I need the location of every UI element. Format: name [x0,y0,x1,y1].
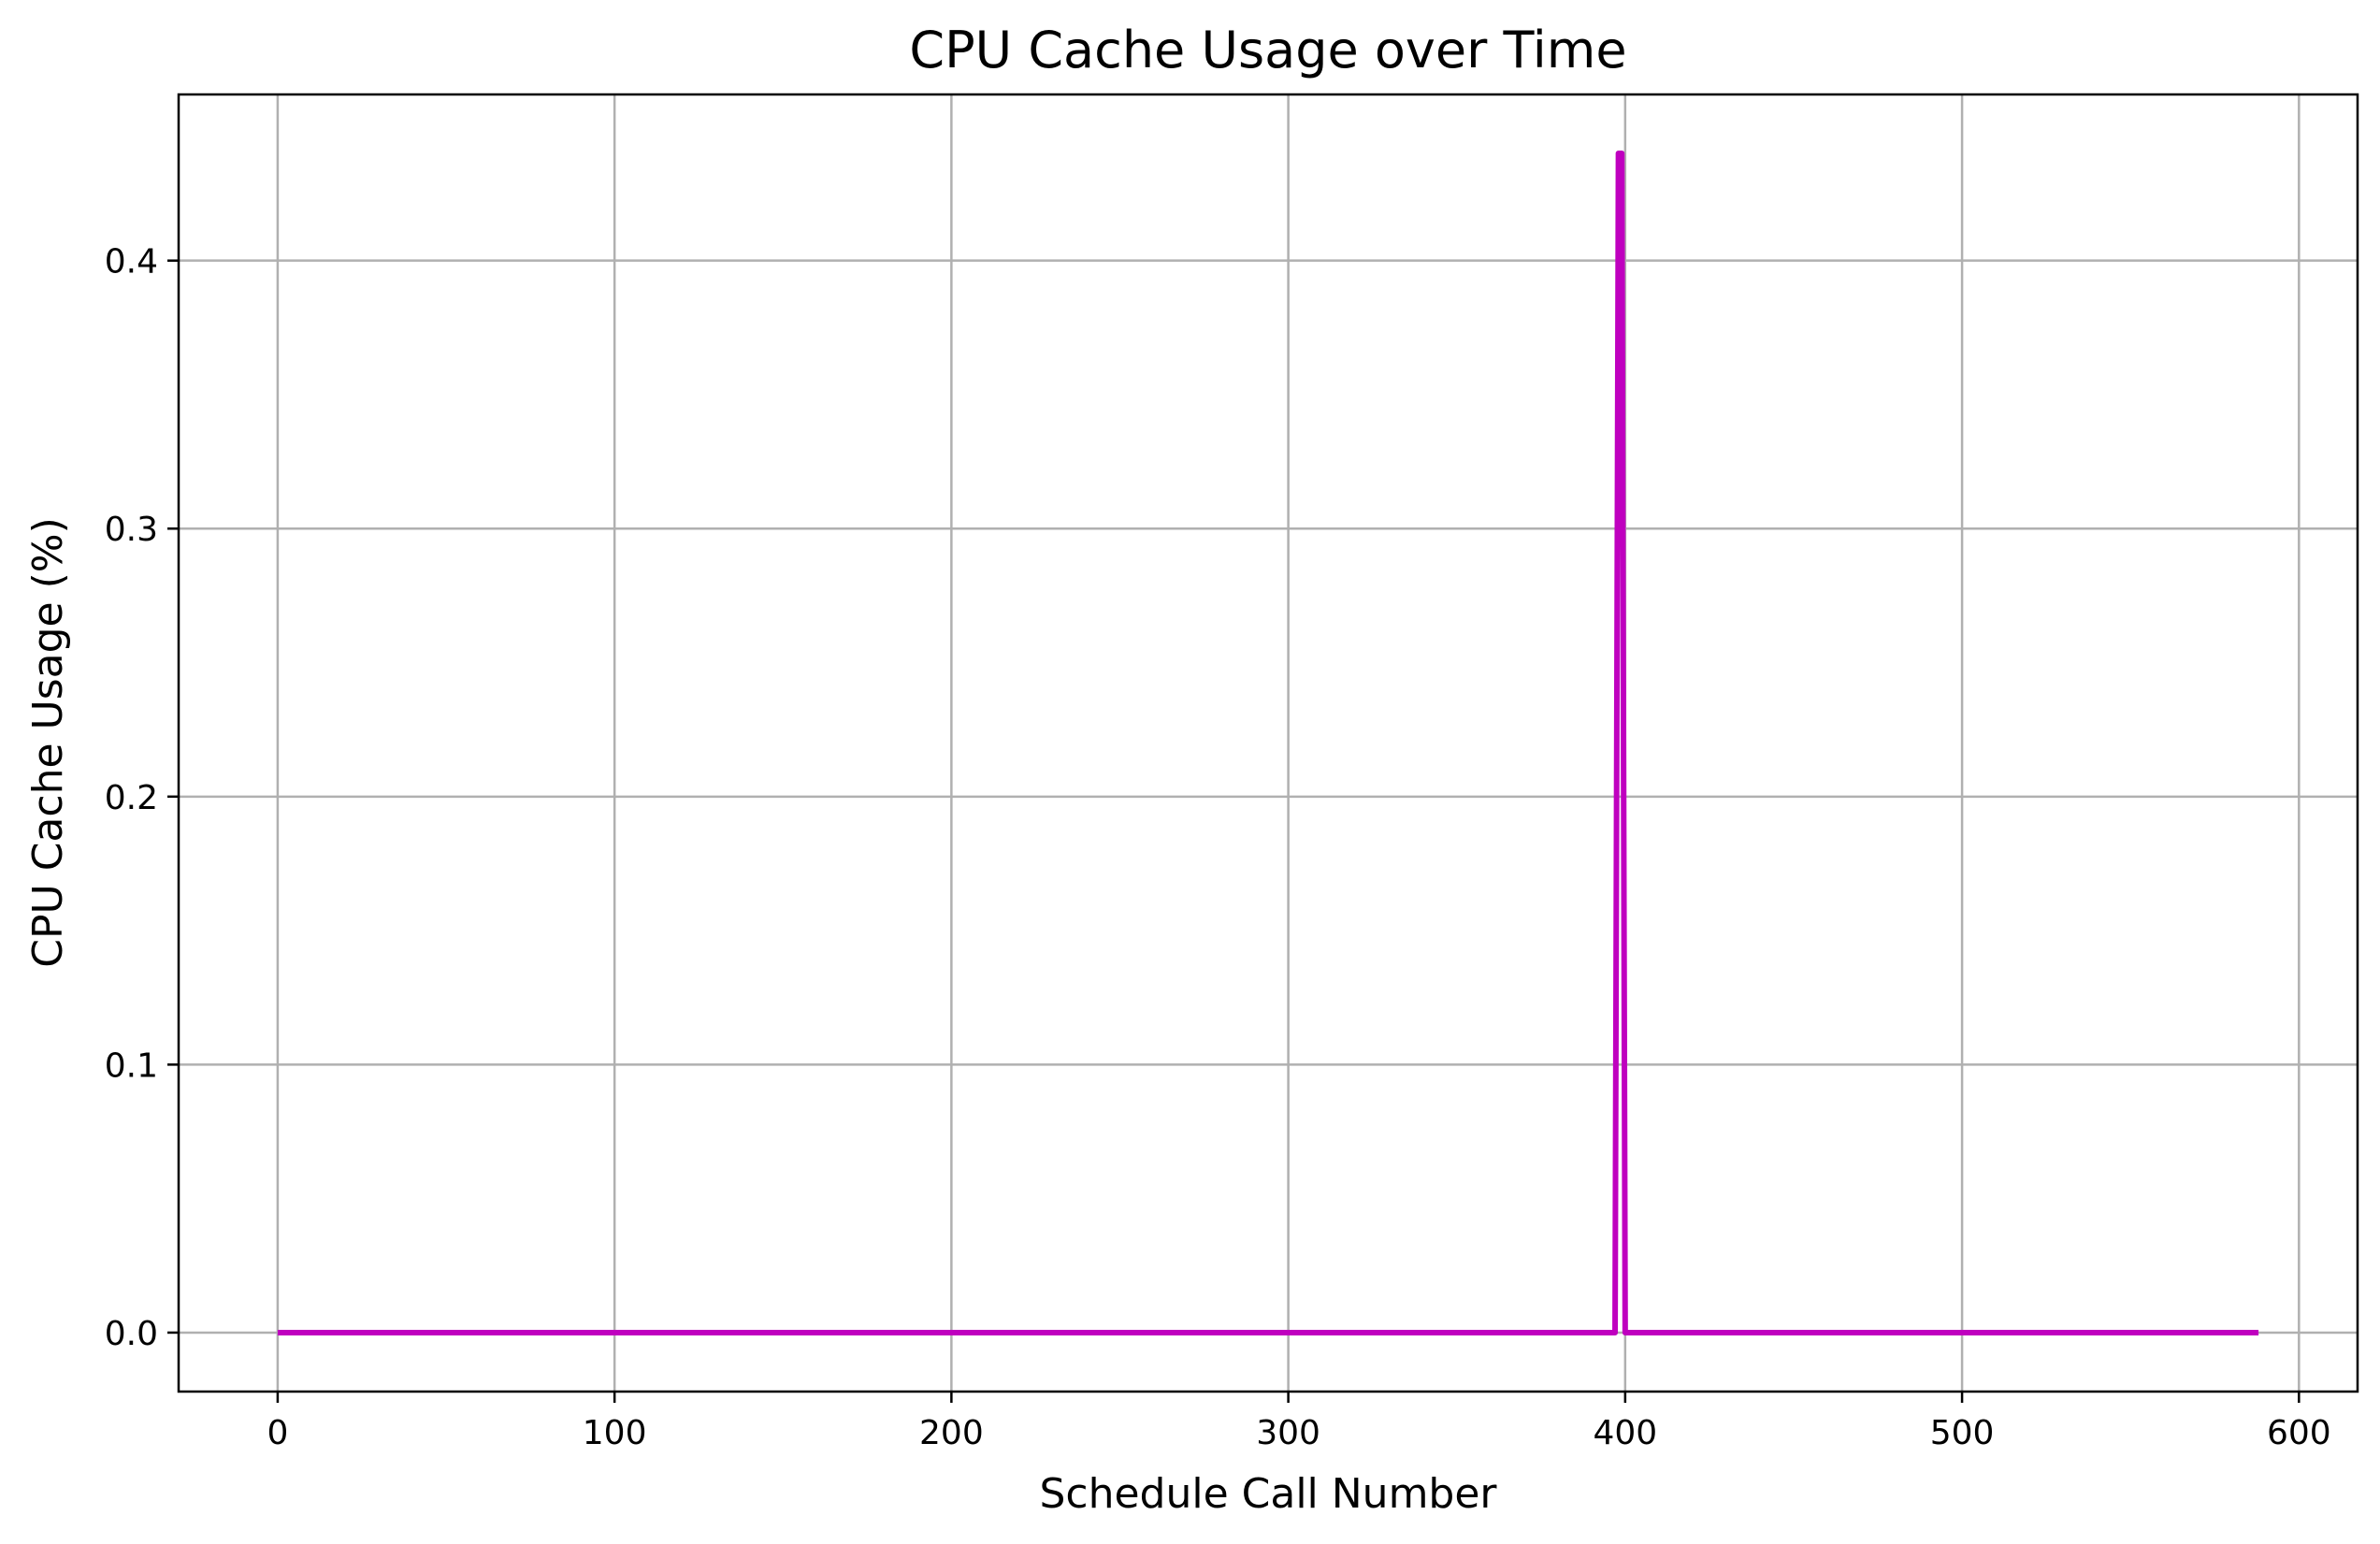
x-tick-label: 300 [1256,1414,1320,1452]
y-tick-label: 0.3 [105,511,158,549]
x-tick-label: 600 [2267,1414,2331,1452]
y-tick-label: 0.4 [105,243,158,281]
tick-layer: 0 100 200 300 400 500 600 0.0 0.1 0.2 0.3 0.4 [105,243,2331,1452]
x-tick-label: 100 [583,1414,647,1452]
x-tick-label: 500 [1930,1414,1995,1452]
y-axis-label: CPU Cache Usage (%) [24,517,72,968]
x-tick-label: 200 [919,1414,984,1452]
x-tick-label: 0 [267,1414,288,1452]
series-layer [277,151,2259,1335]
chart-title: CPU Cache Usage over Time [909,21,1626,79]
plot-area-frame [177,93,2359,1393]
x-axis-label: Schedule Call Number [1039,1470,1497,1518]
y-tick-label: 0.2 [105,779,158,817]
series-line-cpu-cache-usage [277,151,2259,1335]
y-tick-label: 0.0 [105,1315,158,1353]
grid-layer [179,94,2358,1392]
y-tick-label: 0.1 [105,1046,158,1085]
x-tick-label: 400 [1593,1414,1657,1452]
